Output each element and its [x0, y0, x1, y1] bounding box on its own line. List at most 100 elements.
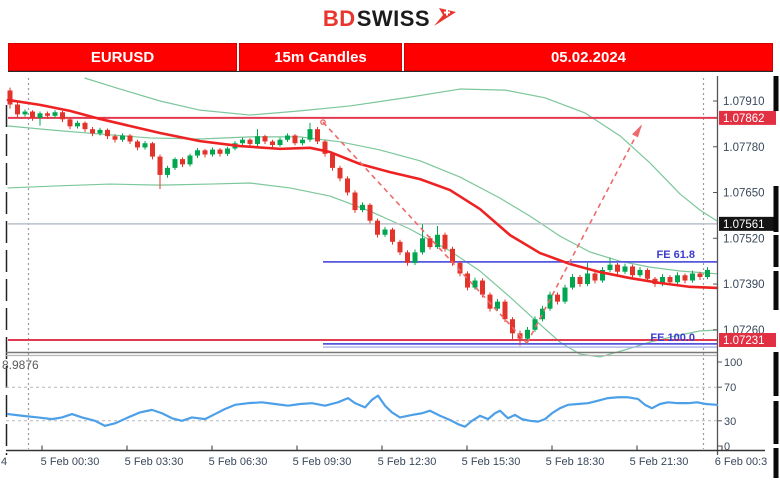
window-edge	[773, 76, 779, 478]
price-marker-label: 1.07561	[723, 219, 765, 231]
price-marker-box	[719, 216, 776, 231]
candle-body	[585, 273, 590, 285]
candle-body	[165, 167, 170, 175]
candle-body	[495, 301, 500, 309]
candle-body	[682, 275, 688, 281]
candle-body	[487, 294, 493, 309]
candle-body	[367, 204, 373, 221]
candle-body	[645, 269, 650, 279]
candle-body	[277, 139, 283, 145]
rsi-line	[6, 394, 719, 428]
candle-body	[105, 129, 110, 137]
price-marker-box	[719, 333, 776, 348]
candle-body	[210, 149, 215, 155]
chart-borders	[5, 76, 765, 455]
candle-body	[510, 319, 515, 334]
candle-body	[255, 136, 260, 144]
candle-body	[675, 275, 680, 283]
candle-body	[135, 141, 140, 148]
bdswiss-logo: BD SWISS	[0, 6, 780, 32]
candle-body	[52, 112, 58, 116]
candle-body	[75, 122, 80, 127]
window-edge-segment	[773, 352, 779, 396]
candle-body	[172, 159, 178, 168]
candle-body	[22, 111, 28, 115]
trendline-arrowhead	[632, 124, 642, 138]
candle-body	[570, 277, 575, 288]
candle-body	[45, 113, 50, 116]
time-axis-label: 5 Feb 00:30	[41, 456, 100, 468]
candle-body	[450, 248, 455, 263]
candle-body	[555, 294, 560, 302]
candle-body	[150, 143, 155, 157]
price-axis-label: 1.07780	[723, 142, 765, 154]
candle-body	[217, 149, 223, 154]
chart-header-banner: EURUSD 15m Candles 05.02.2024	[8, 43, 773, 71]
bb-middle-line	[7, 125, 718, 275]
candlestick-series	[7, 87, 710, 346]
candle-body	[660, 277, 665, 285]
time-axis-label: 5 Feb 03:30	[125, 456, 184, 468]
time-axis-label: 5 Feb 18:30	[546, 456, 605, 468]
candle-body	[225, 148, 230, 154]
candle-body	[532, 319, 538, 330]
candle-body	[247, 139, 253, 144]
candle-body	[577, 277, 583, 285]
trendlines	[320, 119, 642, 344]
rsi-axis-label: 70	[724, 382, 736, 394]
candle-body	[405, 252, 410, 263]
price-axis-label: 1.07390	[723, 279, 765, 291]
candle-body	[547, 294, 553, 309]
rsi-axis-label: 0	[724, 441, 730, 453]
price-axis-label: 1.07520	[723, 233, 765, 245]
window-edge-segment	[773, 401, 779, 444]
dashed-trendline	[322, 121, 528, 344]
time-axis-label: 5 Feb 06:30	[209, 456, 268, 468]
bdswiss-arrow-icon	[434, 8, 457, 26]
candle-body	[90, 129, 95, 134]
candle-body	[30, 111, 35, 118]
candle-body	[600, 269, 605, 281]
candle-body	[690, 273, 695, 281]
candle-body	[562, 287, 568, 302]
time-axis-label: 5 Feb 21:30	[630, 456, 689, 468]
banner-symbol: EURUSD	[8, 43, 237, 71]
bollinger-bands	[7, 77, 718, 358]
price-marker-label: 1.07231	[723, 335, 765, 347]
logo-swiss-text: SWISS	[356, 6, 431, 31]
rsi-value-label: 8.9876	[2, 358, 39, 372]
candle-body	[157, 156, 163, 175]
window-edge-segment	[773, 271, 779, 310]
timeframe-label: 15m Candles	[274, 48, 367, 66]
candle-body	[180, 159, 185, 165]
candle-body	[525, 329, 530, 339]
candle-body	[360, 204, 365, 211]
candle-body	[67, 119, 73, 127]
candle-body	[480, 280, 485, 295]
candle-body	[397, 241, 403, 253]
candle-body	[622, 266, 628, 272]
candle-body	[412, 252, 418, 263]
candle-body	[187, 155, 193, 165]
candle-body	[127, 135, 133, 142]
candle-body	[352, 192, 358, 211]
logo-bd-text: BD	[322, 6, 356, 31]
candle-body	[607, 264, 613, 270]
price-axis-label: 1.07650	[723, 188, 765, 200]
symbol-label: EURUSD	[90, 48, 155, 66]
candle-body	[465, 273, 470, 288]
candle-body	[427, 238, 433, 248]
time-axis-label: 4	[1, 456, 7, 468]
candle-body	[375, 220, 380, 235]
candle-body	[592, 273, 598, 281]
candle-body	[112, 136, 118, 140]
candle-body	[667, 277, 673, 283]
rsi-panel: 8.9876 100 70 30 0	[2, 357, 742, 453]
candle-body	[382, 229, 388, 235]
candle-body	[202, 150, 208, 155]
candle-body	[262, 136, 268, 142]
bb-upper-line	[84, 77, 718, 222]
candle-body	[697, 273, 703, 277]
moving-average-line	[6, 98, 719, 290]
